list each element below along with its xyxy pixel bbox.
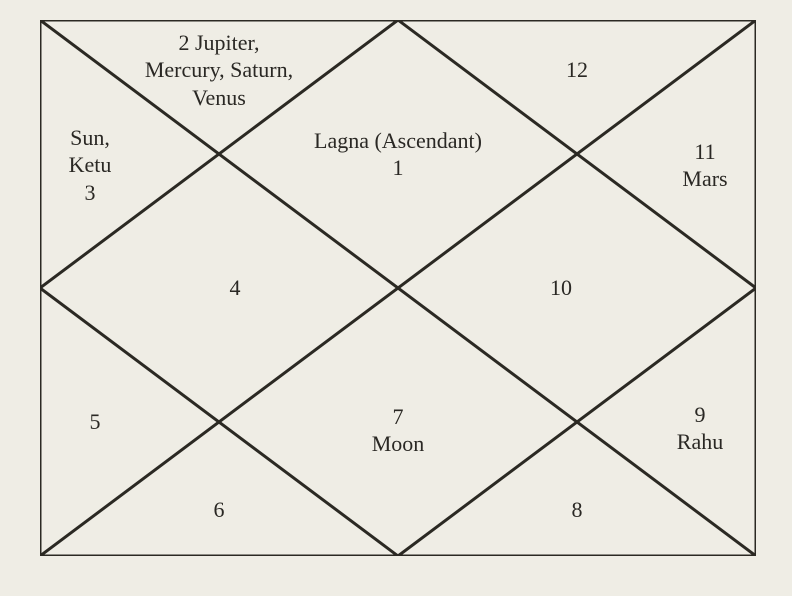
chart-grid [40, 20, 756, 556]
north-indian-astrology-chart: Lagna (Ascendant) 12 Jupiter, Mercury, S… [40, 20, 756, 556]
